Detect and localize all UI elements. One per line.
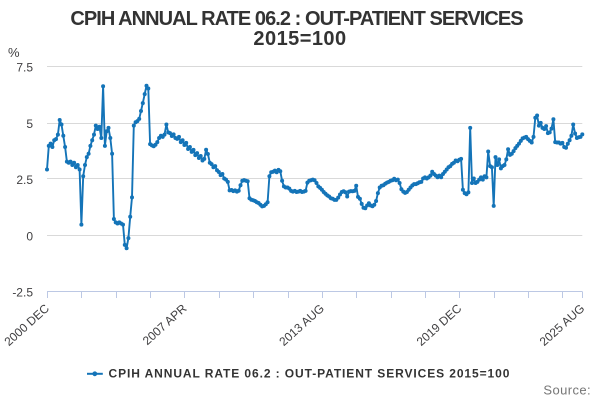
svg-text:2.5: 2.5: [16, 173, 33, 187]
svg-text:5: 5: [26, 117, 33, 131]
svg-text:Source:: Source:: [543, 382, 591, 397]
svg-text:0: 0: [26, 229, 33, 243]
svg-text:-2.5: -2.5: [12, 286, 33, 300]
svg-text:CPIH ANNUAL RATE 06.2 : OUT-PA: CPIH ANNUAL RATE 06.2 : OUT-PATIENT SERV…: [109, 367, 511, 381]
svg-text:%: %: [8, 45, 20, 60]
svg-text:CPIH ANNUAL RATE 06.2 : OUT-PA: CPIH ANNUAL RATE 06.2 : OUT-PATIENT SERV…: [70, 8, 523, 30]
svg-text:7.5: 7.5: [16, 61, 33, 75]
svg-text:2015=100: 2015=100: [253, 28, 346, 50]
